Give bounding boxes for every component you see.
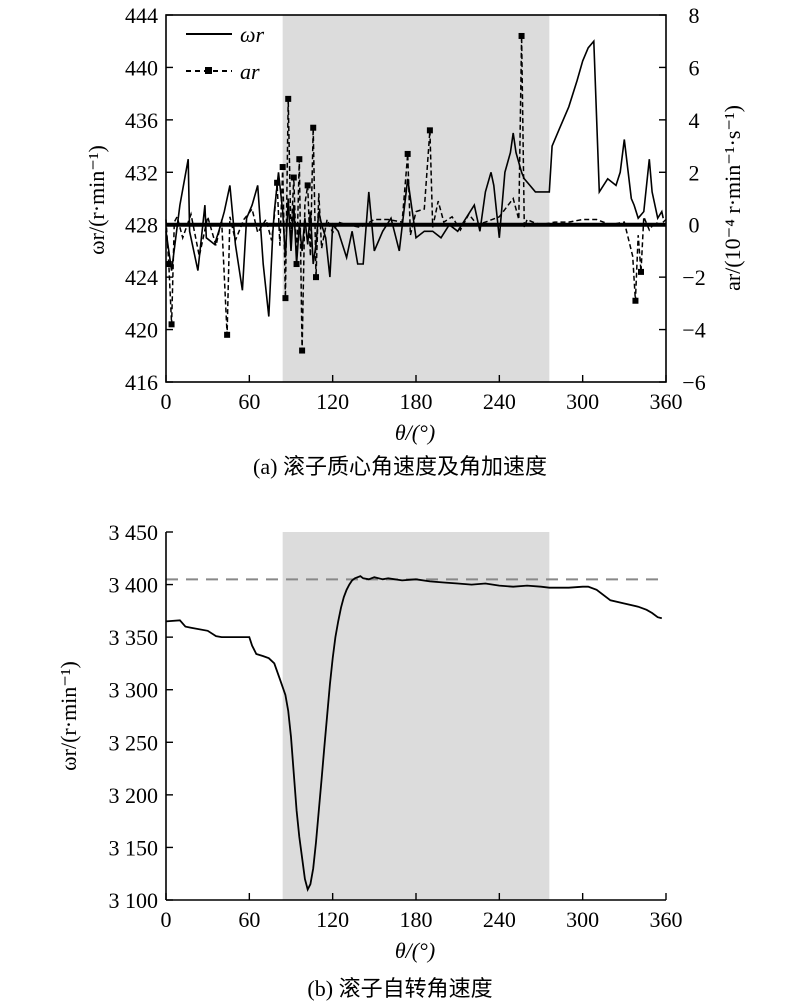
ticks-group: 0 60 120 180 240 300 3604164204244284324364404…: [125, 3, 706, 414]
shaded-region: [282, 15, 550, 382]
y-tick-label-left: 416: [125, 370, 158, 395]
y-tick-label: 3 200: [109, 783, 159, 808]
y-tick-label: 3 250: [109, 730, 159, 755]
series-ar-line: [165, 35, 667, 351]
y-tick-label-left: 432: [125, 160, 158, 185]
ar-point: [165, 261, 172, 268]
series-group: [165, 32, 667, 354]
y-tick-label: 3 150: [109, 835, 159, 860]
b-xlabel: θ/(°): [395, 938, 435, 963]
ar-point: [285, 95, 292, 102]
ar-point: [296, 156, 303, 163]
legend-label-a: ar: [240, 59, 260, 84]
y-tick-label-left: 444: [125, 3, 158, 28]
x-tick-label: 300: [566, 389, 599, 414]
ar-point: [404, 150, 411, 157]
ar-point: [304, 182, 311, 189]
y-tick-label: 3 350: [109, 625, 159, 650]
y-tick-label-right: 0: [689, 213, 700, 238]
y-tick-label-left: 424: [125, 265, 158, 290]
ar-point: [299, 347, 306, 354]
y-tick-label-right: 4: [689, 108, 700, 133]
y-tick-label: 3 450: [109, 520, 159, 545]
a-ylabel-left: ωr/(r·min⁻¹): [84, 145, 109, 255]
ar-point: [279, 164, 286, 171]
ar-point: [426, 127, 433, 134]
series-omega-line: [165, 39, 664, 317]
y-tick-label-left: 440: [125, 55, 158, 80]
x-tick-label: 120: [316, 389, 349, 414]
x-tick-label: 240: [483, 389, 516, 414]
ar-point: [310, 124, 317, 131]
ar-point: [518, 32, 525, 39]
x-tick-label: 120: [316, 907, 349, 932]
ar-point: [638, 268, 644, 275]
a-ylabel-right: ar/(10⁻⁴ r·min⁻¹·s⁻¹): [720, 105, 745, 291]
y-tick-label-left: 428: [125, 213, 158, 238]
legend-label-omega: ωr: [240, 22, 265, 47]
b-caption: (b) 滚子自转角速度: [307, 976, 492, 1001]
x-tick-label: 0: [161, 389, 172, 414]
x-tick-label: 180: [400, 907, 433, 932]
ar-point: [290, 174, 297, 181]
y-tick-label-left: 420: [125, 318, 158, 343]
legend-marker-square: [205, 67, 212, 74]
x-tick-label: 180: [400, 389, 433, 414]
ar-point: [313, 274, 319, 281]
ar-point: [274, 179, 281, 186]
y-tick-label-right: 8: [689, 3, 700, 28]
x-tick-label: 60: [238, 907, 260, 932]
a-xlabel: θ/(°): [395, 420, 435, 445]
x-tick-label: 300: [566, 907, 599, 932]
series-omega-spin-line: [165, 575, 663, 893]
y-tick-label: 3 100: [109, 888, 159, 913]
x-tick-label: 360: [650, 907, 683, 932]
ar-point: [224, 331, 231, 338]
series-group: [165, 575, 663, 893]
y-tick-label-right: 2: [689, 160, 700, 185]
y-tick-label-right: 6: [689, 55, 700, 80]
y-tick-label-right: −2: [682, 265, 705, 290]
x-tick-label: 0: [161, 907, 172, 932]
legend: ωr ar: [186, 22, 265, 84]
b-ylabel: ωr/(r·min⁻¹): [56, 661, 81, 771]
y-tick-label-left: 436: [125, 108, 158, 133]
x-tick-label: 360: [650, 389, 683, 414]
ar-point: [168, 321, 175, 328]
ar-point: [632, 297, 639, 304]
ticks-group: 0 60 120 180 240 300 360 3 100 3 150 3 200 3 250 3 …: [109, 520, 683, 932]
y-tick-label: 3 400: [109, 573, 159, 598]
ar-point: [293, 261, 300, 268]
y-tick-label-right: −4: [682, 318, 705, 343]
y-tick-label-right: −6: [682, 370, 705, 395]
a-caption: (a) 滚子质心角速度及角加速度: [253, 454, 547, 479]
y-tick-label: 3 300: [109, 678, 159, 703]
ar-point: [282, 295, 289, 302]
chart-b: 0 60 120 180 240 300 360 3 100 3 150 3 200 3 250 3 …: [56, 520, 683, 1001]
chart-a: 0 60 120 180 240 300 3604164204244284324364404…: [84, 3, 745, 479]
x-tick-label: 60: [238, 389, 260, 414]
x-tick-label: 240: [483, 907, 516, 932]
